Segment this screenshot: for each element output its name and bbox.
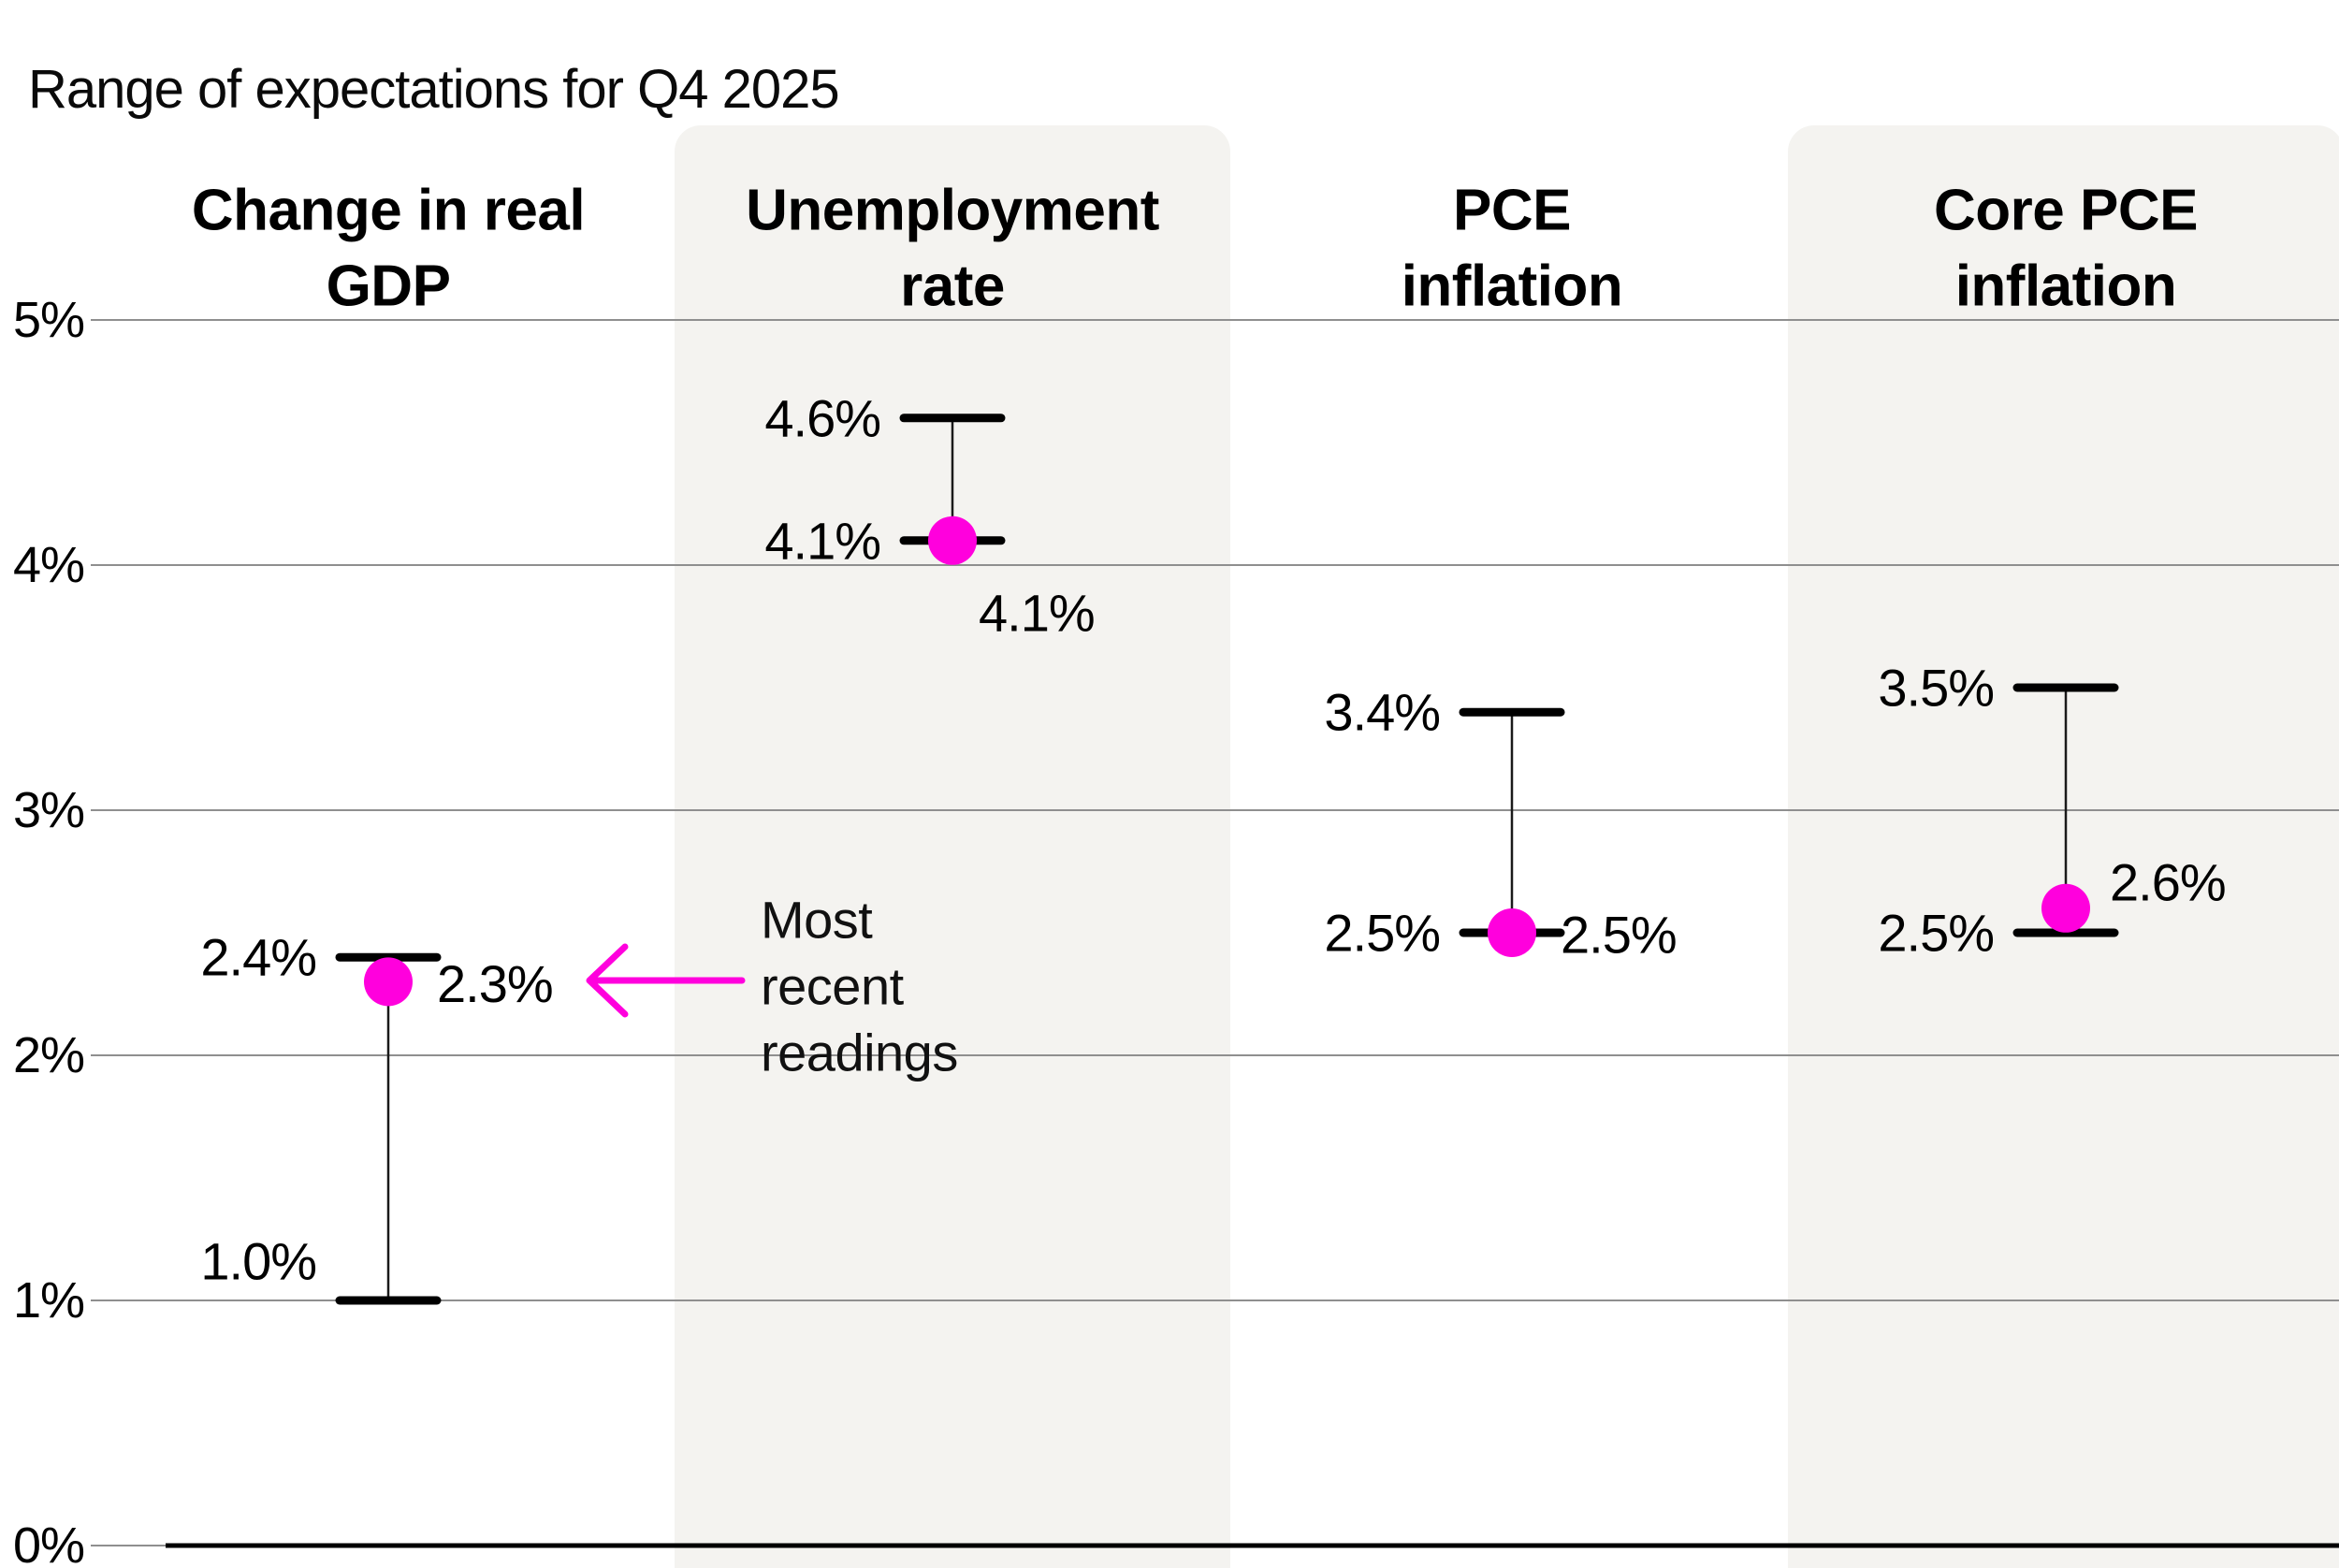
most-recent-readings-note: recent	[761, 957, 905, 1016]
column-header-line1: PCE	[1453, 179, 1571, 243]
recent-reading-label: 4.1%	[979, 583, 1095, 642]
range-high-label: 2.4%	[200, 928, 316, 987]
range-high-label: 3.4%	[1324, 683, 1440, 742]
most-recent-readings-note: readings	[761, 1024, 958, 1082]
y-axis-tick-label: 3%	[13, 782, 84, 838]
range-low-label: 1.0%	[200, 1232, 316, 1291]
range-low-label: 2.5%	[1324, 904, 1440, 963]
column-header-line1: Unemployment	[746, 179, 1159, 243]
recent-reading-dot	[364, 957, 413, 1007]
column-header-line2: rate	[900, 254, 1005, 319]
range-high-label: 4.6%	[764, 388, 880, 447]
range-high-label: 3.5%	[1878, 659, 1994, 718]
column-header-line1: Core PCE	[1934, 179, 2198, 243]
column-header-line2: inflation	[1402, 254, 1623, 319]
recent-reading-dot	[2041, 883, 2090, 933]
most-recent-readings-note: Most	[761, 891, 873, 950]
recent-reading-label: 2.3%	[437, 954, 553, 1013]
column-band	[1788, 125, 2339, 1568]
y-axis-tick-label: 2%	[13, 1027, 84, 1083]
column-header-line2: GDP	[327, 254, 451, 319]
recent-reading-label: 2.6%	[2110, 852, 2226, 911]
recent-reading-dot	[928, 515, 977, 565]
range-low-label: 4.1%	[764, 511, 880, 570]
page-title: Range of expectations for Q4 2025	[28, 59, 840, 120]
y-axis-tick-label: 4%	[13, 537, 84, 593]
column-band	[675, 125, 1230, 1568]
column-header-line1: Change in real	[192, 179, 585, 243]
column-header-line2: inflation	[1955, 254, 2177, 319]
recent-reading-dot	[1488, 908, 1536, 957]
range-low-label: 2.5%	[1878, 904, 1994, 963]
y-axis-tick-label: 5%	[13, 292, 84, 348]
left-arrow-icon-head	[586, 943, 629, 1018]
y-axis-tick-label: 0%	[13, 1517, 84, 1568]
recent-reading-label: 2.5%	[1561, 906, 1677, 965]
y-axis-tick-label: 1%	[13, 1272, 84, 1328]
